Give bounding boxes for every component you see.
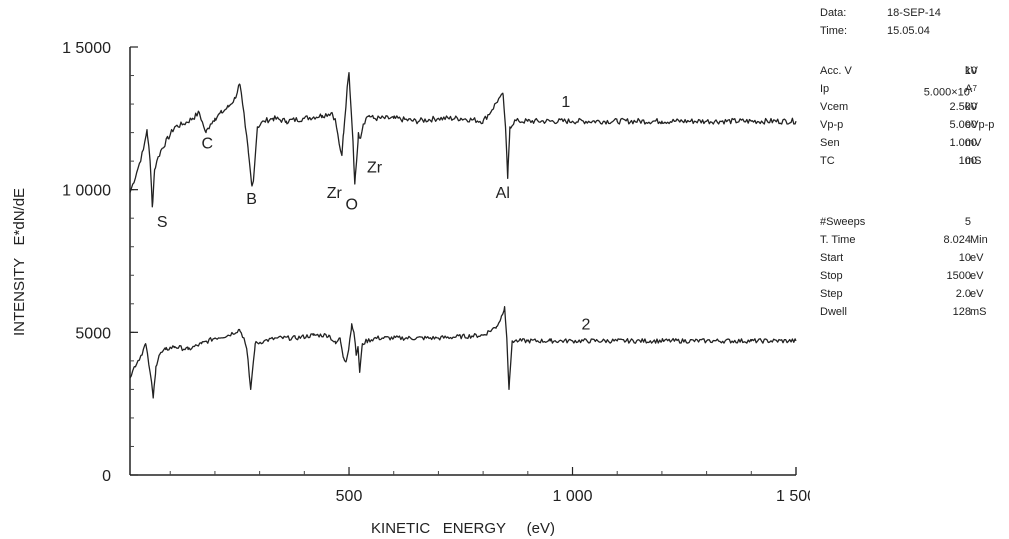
info-value: 18-SEP-14: [887, 7, 941, 19]
setting-key: Vcem: [820, 101, 849, 113]
setting-unit: A: [965, 83, 973, 95]
setting-value: 100: [958, 155, 977, 167]
setting-value: 5.000×10-7: [923, 84, 977, 99]
setting-unit: mV: [965, 137, 982, 149]
setting-row: T. Time 8.024 Min: [820, 231, 1005, 249]
setting-value: 1500: [946, 270, 971, 282]
y-tick-label: 0: [102, 468, 111, 485]
x-tick-label: 1 000: [552, 488, 592, 505]
scan-settings-panel: #Sweeps 5 T. Time 8.024 Min Start 10 eV Stop 1500…: [820, 213, 1005, 321]
setting-key: TC: [820, 155, 835, 167]
setting-key: Acc. V: [820, 65, 852, 77]
setting-unit: eV: [970, 288, 984, 300]
setting-row: Vcem 2.500 kV: [820, 98, 1005, 116]
setting-value: 5: [964, 216, 971, 228]
setting-key: Stop: [820, 270, 843, 282]
x-axis-label: KINETIC ENERGY (eV): [371, 520, 555, 537]
setting-key: Step: [820, 288, 843, 300]
peak-label: O: [345, 197, 357, 214]
setting-value: 10: [964, 65, 977, 77]
setting-row: Vp-p 5.000 eVp-p: [820, 116, 1005, 134]
y-axis-label: INTENSITY E*dN/dE: [11, 188, 28, 336]
peak-label: Zr: [327, 185, 343, 202]
setting-unit: eV: [970, 252, 984, 264]
setting-row: #Sweeps 5: [820, 213, 1005, 231]
setting-key: Sen: [820, 137, 840, 149]
setting-value: 8.024: [943, 234, 971, 246]
setting-unit: eV: [970, 270, 984, 282]
info-value: 15.05.04: [887, 25, 930, 37]
info-key: Time:: [820, 25, 848, 37]
setting-unit: kV: [965, 65, 978, 77]
setting-row: Stop 1500 eV: [820, 267, 1005, 285]
setting-key: #Sweeps: [820, 216, 866, 228]
setting-value: 1.000: [949, 137, 977, 149]
y-tick-label: 5000: [75, 325, 111, 342]
setting-row: Ip 5.000×10-7 A: [820, 80, 1005, 99]
peak-label: S: [157, 214, 168, 231]
peak-label: 2: [581, 316, 590, 333]
y-tick-label: 1 0000: [62, 183, 111, 200]
setting-value: 2.500: [949, 101, 977, 113]
setting-unit: mS: [965, 155, 982, 167]
y-tick-label: 1 5000: [62, 40, 111, 57]
series-line-1: [129, 72, 797, 208]
setting-unit: mS: [970, 306, 987, 318]
setting-exponent: -7: [969, 84, 977, 93]
setting-row: TC 100 mS: [820, 152, 1005, 170]
instrument-settings-panel: Acc. V 10 kV Ip 5.000×10-7 A Vcem 2.500 kV Vp-p 5.…: [820, 62, 1005, 170]
setting-key: Ip: [820, 83, 830, 95]
setting-key: Dwell: [820, 306, 847, 318]
info-key: Data:: [820, 7, 847, 19]
setting-key: Start: [820, 252, 844, 264]
peak-label: B: [246, 191, 257, 208]
series-line-2: [129, 306, 797, 399]
setting-row: Sen 1.000 mV: [820, 134, 1005, 152]
setting-value: 128: [952, 306, 971, 318]
setting-value: 10: [958, 252, 971, 264]
setting-row: Dwell 128 mS: [820, 303, 1005, 321]
setting-unit: eVp-p: [965, 119, 995, 131]
setting-value: 5.000: [949, 119, 977, 131]
setting-row: Start 10 eV: [820, 249, 1005, 267]
setting-value: 2.0: [955, 288, 971, 300]
peak-label: Zr: [367, 160, 383, 177]
peak-label: C: [202, 135, 214, 152]
setting-row: Step 2.0 eV: [820, 285, 1005, 303]
setting-key: T. Time: [820, 234, 856, 246]
setting-row: Acc. V 10 kV: [820, 62, 1005, 80]
x-tick-label: 1 500: [776, 488, 810, 505]
chart-axes: 0 5000 1 0000 1 5000 500 1 000 1 500: [62, 40, 810, 505]
setting-key: Vp-p: [820, 119, 844, 131]
x-tick-label: 500: [336, 488, 363, 505]
peak-label: 1: [561, 94, 570, 111]
setting-unit: kV: [965, 101, 978, 113]
peak-label: Al: [496, 185, 510, 202]
chart-series: [129, 72, 797, 399]
setting-unit: Min: [970, 234, 988, 246]
